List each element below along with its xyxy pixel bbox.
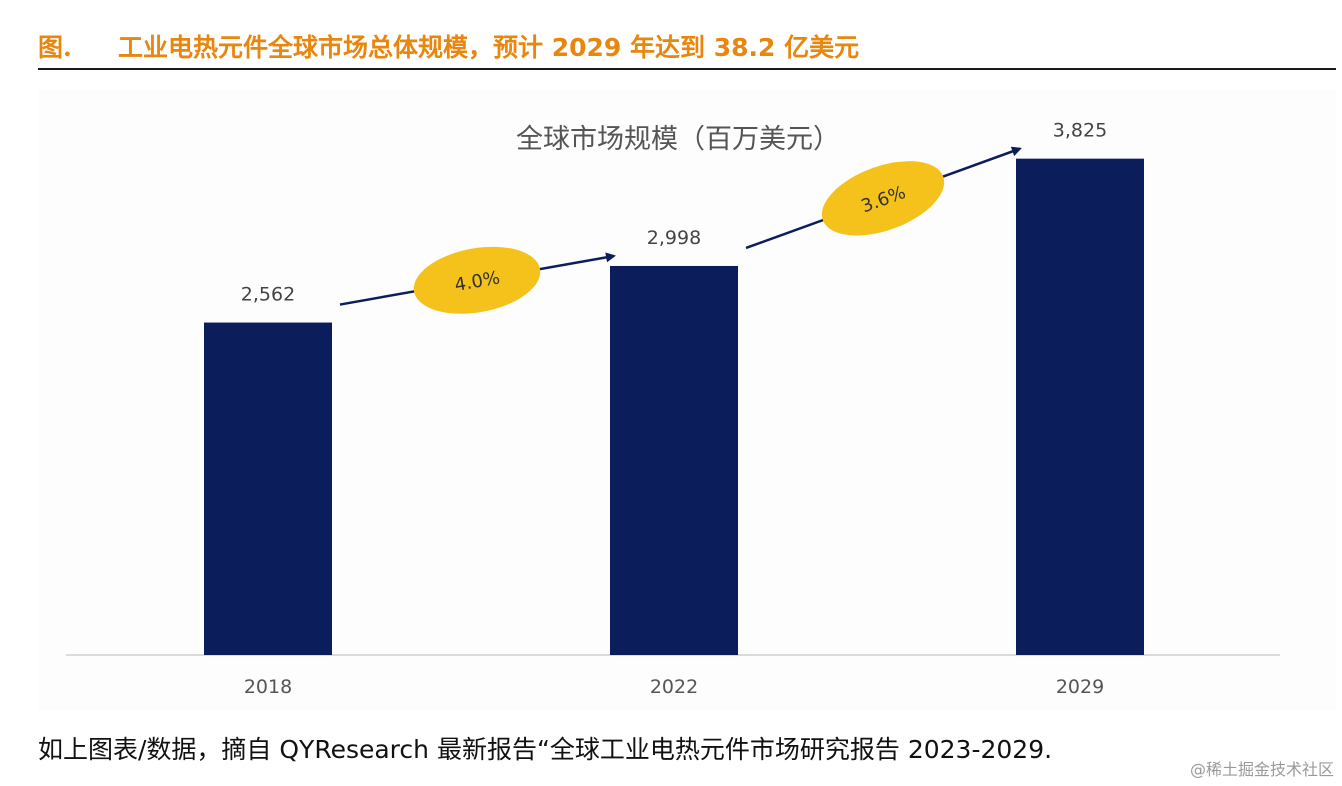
cagr-badge-1	[413, 246, 541, 314]
cagr-badge-2	[821, 161, 945, 236]
watermark: @稀土掘金技术社区	[1189, 760, 1334, 779]
figure-label: 图.	[38, 33, 72, 62]
bar-2022	[610, 265, 738, 655]
caption: 如上图表/数据，摘自 QYResearch 最新报告“全球工业电热元件市场研究报…	[38, 735, 1053, 764]
bar-2018	[204, 322, 332, 655]
data-label-2018: 2,562	[241, 284, 295, 306]
data-label-2029: 3,825	[1053, 120, 1107, 142]
bar-2029	[1016, 158, 1144, 655]
chart-title: 全球市场规模（百万美元）	[516, 124, 840, 155]
chart-panel: 全球市场规模（百万美元） 2,562 2018 2,998 2022 3,825 2029…	[38, 90, 1336, 710]
bar-chart: 全球市场规模（百万美元） 2,562 2018 2,998 2022 3,825 2029…	[66, 120, 1280, 698]
x-tick-2022: 2022	[650, 676, 698, 698]
x-tick-2018: 2018	[244, 676, 292, 698]
figure-header: 图. 工业电热元件全球市场总体规模，预计 2029 年达到 38.2 亿美元	[38, 24, 1336, 70]
figure-title: 工业电热元件全球市场总体规模，预计 2029 年达到 38.2 亿美元	[118, 33, 860, 62]
data-label-2022: 2,998	[647, 227, 701, 249]
x-tick-2029: 2029	[1056, 676, 1104, 698]
